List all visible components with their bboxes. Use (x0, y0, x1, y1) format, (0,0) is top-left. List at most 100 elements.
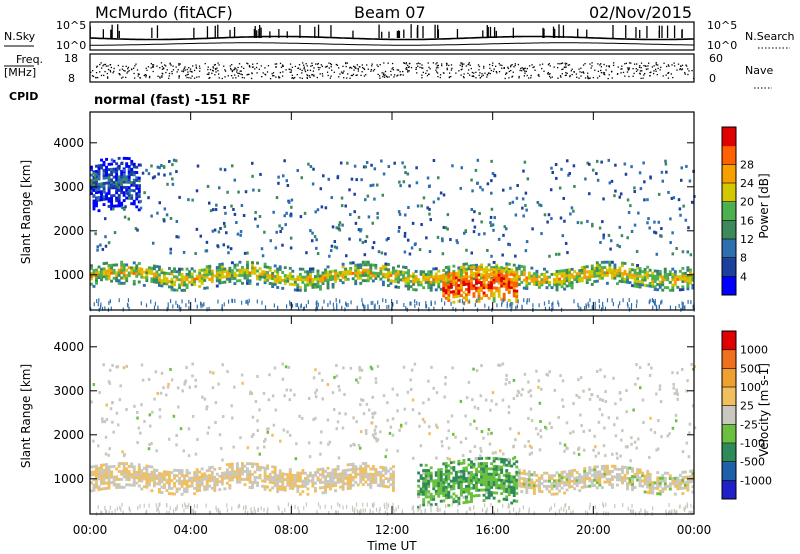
freq-sample (327, 74, 329, 77)
freq-sample (441, 63, 443, 65)
range-gate-cell (631, 284, 634, 288)
range-gate-cell (132, 282, 136, 286)
freq-sample (582, 64, 585, 66)
range-gate-cell (563, 481, 567, 484)
range-gate-cell (115, 170, 119, 174)
range-gate-cell (326, 275, 330, 279)
range-gate-cell (288, 277, 292, 281)
range-gate-cell (298, 476, 302, 480)
range-gate-cell (434, 502, 438, 506)
range-gate-cell (92, 171, 96, 175)
date-title: 02/Nov/2015 (589, 3, 692, 22)
range-gate-cell (278, 469, 282, 473)
range-gate-cell (364, 304, 366, 309)
range-gate-cell (550, 487, 554, 491)
range-gate-cell (470, 269, 473, 273)
range-gate-cell (441, 306, 444, 311)
freq-sample (378, 75, 381, 77)
range-gate-cell (354, 467, 358, 471)
range-gate-cell (132, 483, 136, 487)
range-gate-cell (178, 195, 181, 199)
freq-sample (208, 73, 210, 76)
range-gate-cell (681, 277, 685, 281)
range-gate-cell (361, 263, 365, 267)
freq-sample (306, 74, 308, 76)
range-gate-cell (188, 280, 192, 284)
range-gate-cell (525, 491, 529, 494)
range-gate-cell (424, 495, 428, 499)
freq-sample (397, 69, 400, 71)
range-gate-cell (543, 479, 546, 483)
range-gate-cell (532, 282, 536, 286)
range-gate-cell (208, 466, 212, 470)
range-gate-cell (409, 285, 413, 289)
range-gate-cell (198, 274, 202, 278)
range-gate-cell (185, 365, 188, 369)
range-gate-cell (578, 481, 582, 485)
range-gate-cell (523, 160, 527, 164)
range-gate-cell (289, 214, 292, 218)
range-gate-cell (112, 464, 116, 468)
range-gate-cell (268, 268, 272, 272)
range-gate-cell (444, 467, 448, 471)
range-gate-cell (356, 266, 360, 270)
range-gate-cell (233, 263, 237, 267)
range-gate-cell (480, 267, 483, 271)
range-gate-cell (278, 472, 282, 475)
range-gate-cell (639, 386, 642, 390)
range-gate-cell (214, 420, 217, 424)
range-gate-cell (213, 489, 217, 492)
range-gate-cell (522, 469, 526, 473)
range-gate-cell (150, 465, 154, 469)
range-gate-cell (570, 281, 574, 285)
freq-sample (383, 74, 385, 76)
range-gate-cell (399, 278, 403, 282)
range-gate-cell (444, 275, 448, 279)
range-gate-cell (117, 178, 121, 181)
freq-sample (123, 69, 125, 72)
range-gate-cell (686, 284, 690, 288)
range-gate-cell (651, 483, 655, 487)
range-gate-cell (439, 475, 443, 479)
range-gate-cell (364, 268, 368, 272)
range-gate-cell (501, 253, 504, 257)
range-gate-cell (686, 478, 690, 482)
range-gate-cell (173, 476, 176, 480)
range-gate-cell (591, 168, 595, 172)
range-gate-cell (361, 462, 365, 466)
range-gate-cell (598, 470, 602, 474)
freq-sample (294, 65, 297, 68)
range-gate-cell (497, 266, 501, 270)
range-gate-cell (117, 485, 121, 489)
range-gate-cell (349, 478, 353, 482)
range-gate-cell (122, 271, 126, 275)
range-gate-cell (205, 265, 209, 269)
range-gate-cell (636, 279, 640, 283)
range-gate-cell (472, 264, 476, 268)
range-gate-cell (346, 481, 350, 485)
range-gate-cell (527, 472, 531, 476)
range-gate-cell (495, 465, 499, 469)
range-gate-cell (319, 478, 322, 482)
freq-sample (582, 71, 584, 73)
range-gate-cell (205, 286, 209, 290)
range-gate-cell (653, 220, 656, 224)
range-gate-cell (371, 274, 375, 278)
freq-sample (291, 66, 294, 69)
range-gate-cell (190, 275, 194, 279)
freq-sample (312, 70, 315, 72)
range-gate-cell (467, 476, 471, 480)
range-gate-cell (100, 275, 103, 279)
range-gate-cell (472, 462, 476, 466)
range-gate-cell (140, 272, 144, 276)
range-gate-cell (210, 486, 214, 490)
range-gate-cell (492, 472, 496, 476)
range-gate-cell (135, 269, 139, 273)
range-gate-cell (447, 474, 451, 478)
range-gate-cell (516, 304, 518, 309)
range-gate-cell (422, 196, 426, 200)
range-gate-cell (656, 476, 660, 480)
range-gate-cell (505, 272, 509, 276)
range-gate-cell (671, 476, 675, 480)
range-gate-cell (434, 473, 438, 477)
